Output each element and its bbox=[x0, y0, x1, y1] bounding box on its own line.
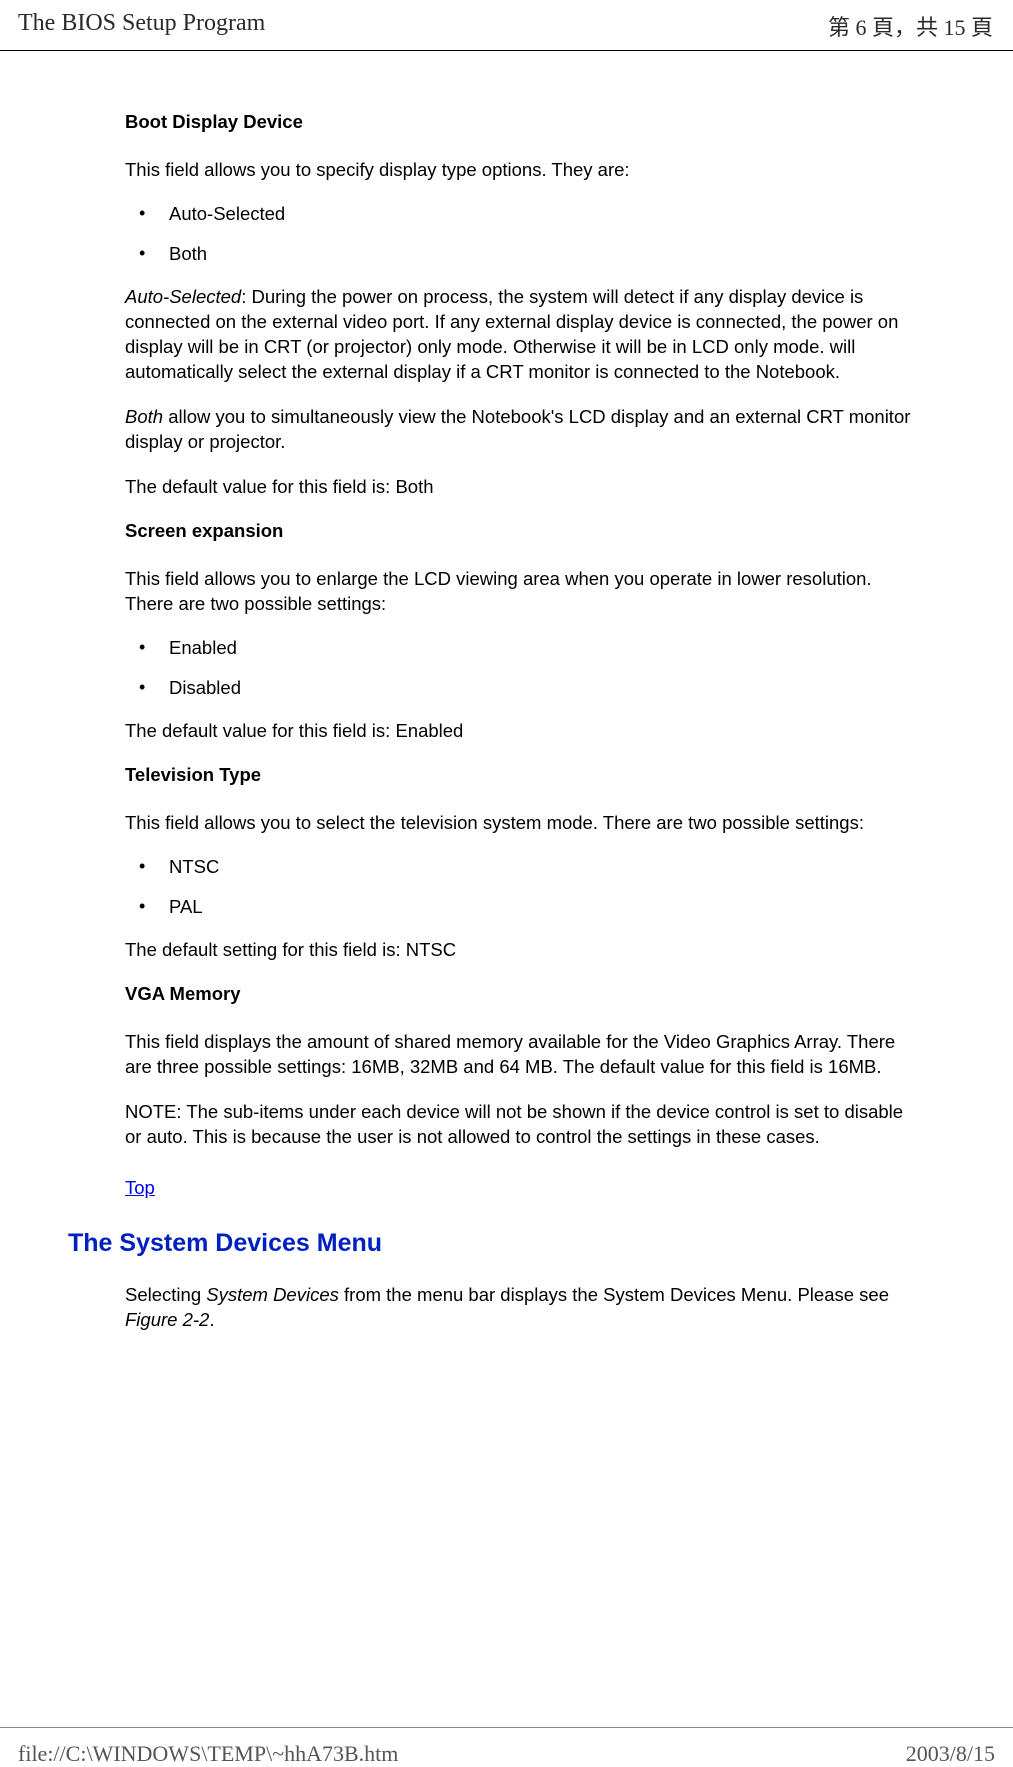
list-item: Both bbox=[139, 243, 913, 265]
italic-label: System Devices bbox=[206, 1284, 339, 1305]
section-vga-memory: VGA Memory This field displays the amoun… bbox=[125, 983, 913, 1150]
default-text: The default value for this field is: Bot… bbox=[125, 475, 913, 500]
paragraph: Both allow you to simultaneously view th… bbox=[125, 405, 913, 455]
list-item: Disabled bbox=[139, 677, 913, 699]
section-screen-expansion: Screen expansion This field allows you t… bbox=[125, 520, 913, 744]
paragraph-text: allow you to simultaneously view the Not… bbox=[125, 406, 910, 452]
document-body: Boot Display Device This field allows yo… bbox=[0, 51, 1013, 1383]
italic-label: Both bbox=[125, 406, 163, 427]
paragraph-text: : During the power on process, the syste… bbox=[125, 286, 898, 382]
list-item: NTSC bbox=[139, 856, 913, 878]
section-title: VGA Memory bbox=[125, 983, 913, 1005]
section-title: Television Type bbox=[125, 764, 913, 786]
footer-path: file://C:\WINDOWS\TEMP\~hhA73B.htm bbox=[18, 1741, 398, 1767]
paragraph: Auto-Selected: During the power on proce… bbox=[125, 285, 913, 385]
paragraph: Selecting System Devices from the menu b… bbox=[125, 1283, 913, 1333]
top-link[interactable]: Top bbox=[125, 1177, 155, 1199]
list-item: Auto-Selected bbox=[139, 203, 913, 225]
page-footer: file://C:\WINDOWS\TEMP\~hhA73B.htm 2003/… bbox=[0, 1727, 1013, 1754]
option-list: NTSC PAL bbox=[125, 856, 913, 918]
paragraph-text: . bbox=[209, 1309, 214, 1330]
default-text: The default setting for this field is: N… bbox=[125, 938, 913, 963]
italic-label: Figure 2-2 bbox=[125, 1309, 209, 1330]
option-list: Auto-Selected Both bbox=[125, 203, 913, 265]
section-title: Screen expansion bbox=[125, 520, 913, 542]
note-text: NOTE: The sub-items under each device wi… bbox=[125, 1100, 913, 1150]
h2-system-devices: The System Devices Menu bbox=[68, 1229, 913, 1258]
paragraph: This field displays the amount of shared… bbox=[125, 1030, 913, 1080]
section-intro: This field allows you to enlarge the LCD… bbox=[125, 567, 913, 617]
section-television-type: Television Type This field allows you to… bbox=[125, 764, 913, 963]
section-intro: This field allows you to select the tele… bbox=[125, 811, 913, 836]
footer-date: 2003/8/15 bbox=[906, 1741, 995, 1767]
section-intro: This field allows you to specify display… bbox=[125, 158, 913, 183]
list-item: PAL bbox=[139, 896, 913, 918]
paragraph-text: Selecting bbox=[125, 1284, 206, 1305]
section-title: Boot Display Device bbox=[125, 111, 913, 133]
page-header: The BIOS Setup Program 第 6 頁，共 15 頁 bbox=[0, 0, 1013, 51]
option-list: Enabled Disabled bbox=[125, 637, 913, 699]
paragraph-text: from the menu bar displays the System De… bbox=[339, 1284, 889, 1305]
section-boot-display: Boot Display Device This field allows yo… bbox=[125, 111, 913, 500]
italic-label: Auto-Selected bbox=[125, 286, 241, 307]
page-indicator: 第 6 頁，共 15 頁 bbox=[828, 10, 993, 42]
document-title: The BIOS Setup Program bbox=[18, 10, 265, 42]
default-text: The default value for this field is: Ena… bbox=[125, 719, 913, 744]
list-item: Enabled bbox=[139, 637, 913, 659]
